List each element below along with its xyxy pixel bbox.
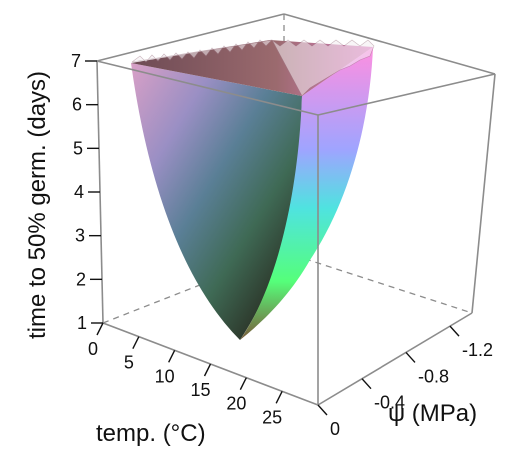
x-tick-20: [239, 377, 247, 390]
y-tick-label: -0.4: [374, 393, 405, 413]
z-tick-label: 7: [71, 51, 81, 71]
box-top-back-right: [283, 13, 496, 75]
z-tick-label: 6: [72, 95, 82, 115]
z-tick-label: 3: [75, 226, 85, 246]
x-axis-title: temp. (°C): [96, 420, 206, 447]
y-axis: 0 -0.4 -0.8 -1.2: [317, 325, 493, 439]
x-tick-label: 20: [226, 394, 246, 414]
y-tick-label: 0: [330, 419, 340, 439]
box-bottom-front-right: [317, 312, 473, 406]
y-tick-1: [361, 378, 372, 390]
z-tick-label: 5: [73, 138, 83, 158]
surface-body: [131, 63, 302, 340]
surface-right-face: [240, 47, 373, 340]
y-tick-3: [449, 325, 460, 337]
y-tick-label: -0.8: [418, 366, 449, 386]
box-top-front-right: [317, 73, 496, 116]
x-axis: 0 5 10 15 20 25: [88, 322, 283, 427]
box-back-floor-right: [283, 251, 473, 314]
y-tick-2: [405, 351, 416, 363]
x-tick-label: 15: [190, 380, 210, 400]
y-tick-0: [317, 404, 328, 416]
x-tick-label: 25: [262, 407, 282, 427]
x-tick-10: [168, 350, 176, 363]
z-axis: 1 2 3 4 5 6 7: [71, 51, 103, 333]
x-tick-label: 10: [155, 366, 175, 386]
surface-jagged-edge: [131, 39, 375, 97]
z-axis-title: time to 50% germ. (days): [24, 71, 51, 339]
z-tick-label: 4: [74, 182, 84, 202]
y-axis-title: ψ (MPa): [388, 400, 477, 427]
y-tick-label: -1.2: [462, 340, 493, 360]
x-tick-5: [132, 336, 140, 349]
box-right-vertical: [471, 73, 496, 314]
x-tick-0: [96, 322, 104, 336]
x-tick-15: [203, 363, 212, 377]
x-tick-25: [275, 391, 283, 404]
box-top-back-left: [96, 13, 285, 62]
x-tick-label: 0: [88, 339, 98, 359]
z-tick-label: 1: [77, 313, 87, 333]
box-top-front-left: [96, 60, 319, 116]
z-tick-label: 2: [76, 269, 86, 289]
surface: [131, 39, 375, 340]
x-tick-label: 5: [124, 353, 134, 373]
